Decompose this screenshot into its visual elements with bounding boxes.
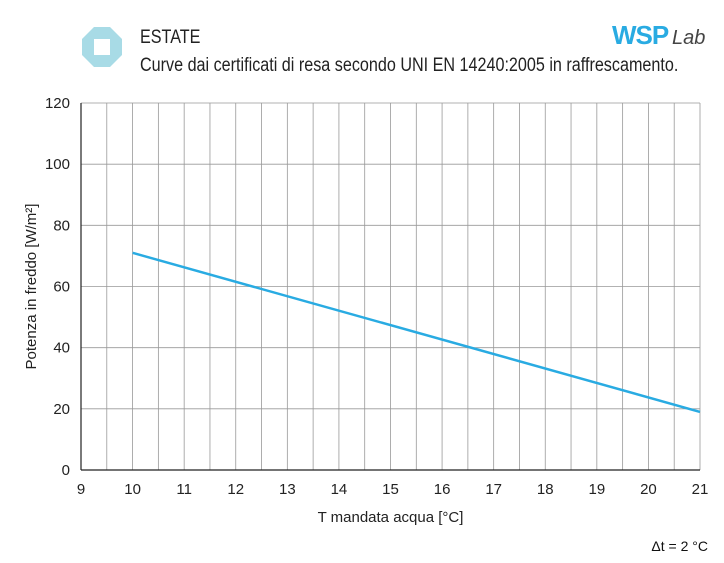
- x-tick-label: 18: [537, 481, 554, 498]
- y-axis-label: Potenza in freddo [W/m²]: [23, 204, 40, 370]
- x-tick-label: 20: [640, 481, 657, 498]
- x-tick-label: 15: [382, 481, 399, 498]
- x-tick-label: 13: [279, 481, 296, 498]
- y-tick-label: 100: [45, 156, 70, 173]
- x-tick-label: 9: [77, 481, 85, 498]
- x-tick-label: 10: [124, 481, 141, 498]
- svg-text:WSP: WSP: [612, 22, 669, 50]
- x-tick-label: 19: [588, 481, 605, 498]
- x-tick-label: 21: [692, 481, 709, 498]
- x-tick-label: 17: [485, 481, 502, 498]
- x-tick-label: 16: [434, 481, 451, 498]
- chart-subtitle: Curve dai certificati di resa secondo UN…: [140, 55, 679, 76]
- y-tick-label: 40: [53, 340, 70, 357]
- x-tick-label: 12: [227, 481, 244, 498]
- y-tick-label: 80: [53, 217, 70, 234]
- brand-logo: WSP Lab: [612, 22, 705, 50]
- svg-text:Lab: Lab: [672, 27, 705, 49]
- delta-t-note: Δt = 2 °C: [651, 538, 708, 554]
- chart-title: ESTATE: [140, 27, 201, 48]
- y-tick-label: 20: [53, 401, 70, 418]
- series-line: [132, 251, 701, 414]
- logo-icon: [82, 27, 122, 67]
- y-tick-label: 120: [45, 95, 70, 112]
- y-tick-label: 0: [62, 462, 70, 479]
- y-tick-label: 60: [53, 279, 70, 296]
- x-tick-label: 14: [331, 481, 348, 498]
- x-tick-label: 11: [176, 481, 192, 498]
- x-axis-label: T mandata acqua [°C]: [318, 509, 464, 526]
